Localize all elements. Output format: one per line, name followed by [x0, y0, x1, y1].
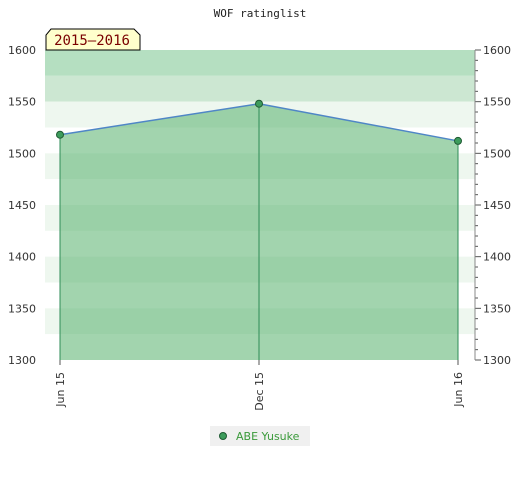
marker-layer — [56, 99, 462, 145]
x-tick-label: Jun 16 — [452, 372, 465, 408]
axes: 1300 1300 1350 1350 1400 1400 1450 1450 1500 1500… — [8, 44, 511, 411]
data-point-dec-15 — [255, 99, 263, 108]
y-tick-label-right: 1350 — [483, 302, 511, 315]
y-tick-label-right: 1500 — [483, 147, 511, 160]
period-badge: 2015–2016 — [45, 28, 141, 51]
y-tick-label-left: 1350 — [8, 302, 36, 315]
grid-band — [45, 75, 475, 102]
chart-title: WOF ratinglist — [214, 7, 307, 20]
x-tick-label: Jun 15 — [54, 372, 67, 408]
y-tick-label-right: 1300 — [483, 354, 511, 367]
legend-marker — [219, 432, 227, 440]
y-tick-label-right: 1400 — [483, 251, 511, 264]
legend[interactable]: ABE Yusuke — [210, 426, 310, 446]
data-point-jun-15 — [56, 130, 64, 139]
period-badge-box — [45, 28, 141, 51]
period-label: 2015–2016 — [54, 33, 130, 49]
y-tick-label-right: 1550 — [483, 96, 511, 109]
y-tick-label-right: 1600 — [483, 44, 511, 57]
legend-series-name: ABE Yusuke — [236, 430, 300, 443]
y-tick-label-left: 1400 — [8, 251, 36, 264]
y-tick-label-left: 1600 — [8, 44, 36, 57]
legend-box — [210, 426, 310, 446]
x-tick-label: Dec 15 — [253, 372, 266, 411]
y-tick-label-left: 1300 — [8, 354, 36, 367]
y-tick-label-left: 1550 — [8, 96, 36, 109]
y-tick-label-left: 1450 — [8, 199, 36, 212]
y-tick-label-right: 1450 — [483, 199, 511, 212]
area-layer — [59, 103, 459, 360]
data-point-jun-16 — [454, 136, 462, 145]
y-tick-label-left: 1500 — [8, 147, 36, 160]
grid-band — [45, 50, 475, 76]
